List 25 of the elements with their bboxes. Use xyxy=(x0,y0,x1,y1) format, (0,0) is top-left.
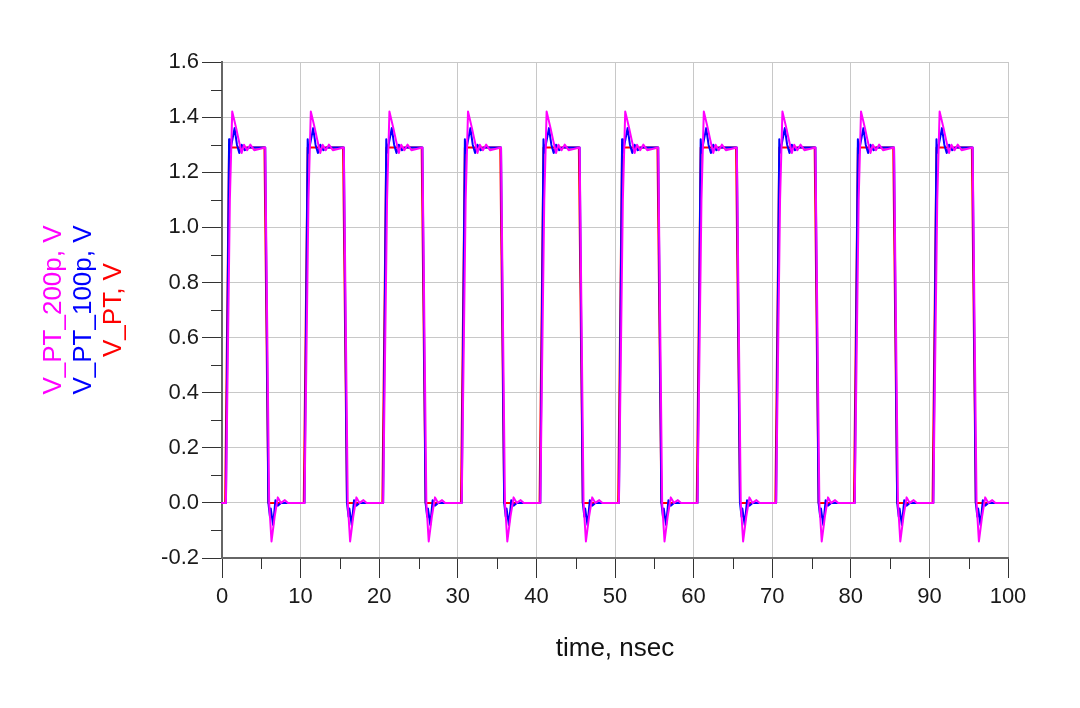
y-tick-label: 1.6 xyxy=(168,48,199,74)
x-tick-label: 100 xyxy=(989,583,1027,609)
text: V_PT_200p, V xyxy=(37,224,68,395)
y-tick-label: 0.2 xyxy=(168,433,199,459)
y-tick-label: 0.0 xyxy=(168,488,199,514)
y-tick-label: 0.6 xyxy=(168,323,199,349)
x-tick-label: 20 xyxy=(366,583,392,609)
x-tick-label: 60 xyxy=(681,583,706,609)
x-tick-label: 70 xyxy=(759,583,785,609)
x-tick-label: 50 xyxy=(602,583,628,609)
x-tick-label: 10 xyxy=(288,583,313,609)
y-tick-label: 0.8 xyxy=(168,268,199,294)
x-axis-title: time, nsec xyxy=(555,631,675,662)
y-tick-label: 1.2 xyxy=(168,158,199,184)
y-tick-label: -0.2 xyxy=(161,544,199,570)
x-tick-label: 0 xyxy=(215,583,229,609)
x-tick-label: 40 xyxy=(524,583,549,609)
text: V_PT, V xyxy=(97,262,128,357)
y-tick-label: 1.0 xyxy=(168,213,199,239)
x-tick-label: 90 xyxy=(917,583,942,609)
y-tick-label: 1.4 xyxy=(168,103,199,129)
x-tick-label: 30 xyxy=(445,583,471,609)
x-tick-label: 80 xyxy=(838,583,864,609)
text: V_PT_100p, V xyxy=(67,224,98,395)
y-tick-label: 0.4 xyxy=(168,378,199,404)
